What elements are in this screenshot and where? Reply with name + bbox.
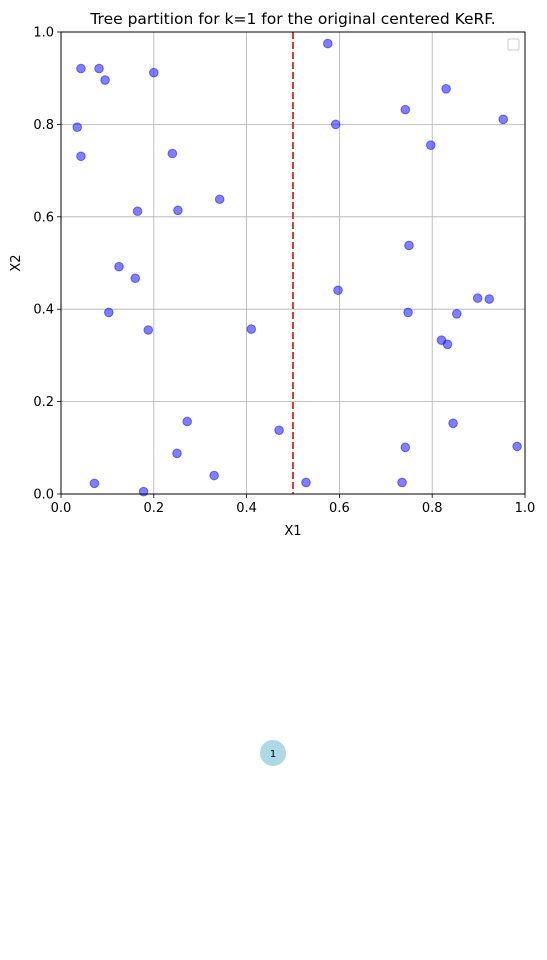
data-point: [214, 194, 225, 205]
chart-title: Tree partition for k=1 for the original …: [89, 10, 495, 28]
data-point: [403, 307, 413, 318]
data-point: [138, 486, 149, 497]
data-point: [143, 325, 154, 335]
x-axis-ticks: 0.0 0.2 0.4 0.6 0.8 1.0: [51, 494, 536, 516]
x-tick-label: 1.0: [515, 501, 536, 516]
data-point: [397, 477, 407, 488]
x-tick-label: 0.6: [329, 501, 350, 516]
y-tick-label: 0.8: [33, 118, 54, 133]
x-tick-label: 0.4: [236, 501, 257, 516]
data-point: [167, 148, 178, 159]
data-point: [76, 151, 86, 162]
x-axis-label: X1: [284, 524, 301, 539]
data-point: [72, 122, 83, 132]
y-axis-label: X2: [9, 254, 24, 271]
y-axis-ticks: 0.0 0.2 0.4 0.6 0.8 1.0: [33, 26, 61, 503]
x-tick-label: 0.8: [422, 501, 443, 516]
x-tick-label: 0.0: [51, 501, 72, 516]
data-point: [182, 416, 193, 427]
data-point: [426, 140, 436, 150]
data-point: [484, 294, 495, 304]
data-point: [448, 418, 458, 429]
data-point: [209, 470, 219, 481]
x-tick-label: 0.2: [143, 501, 164, 516]
data-point: [451, 309, 462, 319]
tree-node-label: 1: [270, 749, 276, 760]
y-tick-label: 0.4: [33, 303, 54, 318]
data-point: [333, 285, 343, 296]
data-point: [172, 448, 182, 459]
y-tick-label: 0.6: [33, 210, 54, 225]
data-point: [89, 478, 100, 489]
legend-box[interactable]: [507, 38, 520, 51]
tree-diagram: 1: [260, 740, 286, 766]
data-point: [441, 84, 451, 94]
data-point: [330, 119, 341, 130]
data-point: [149, 67, 159, 78]
data-point: [472, 293, 483, 303]
data-point: [301, 477, 311, 488]
data-point: [114, 261, 124, 272]
data-point: [512, 441, 522, 452]
y-tick-label: 0.0: [33, 488, 54, 503]
data-point: [498, 114, 508, 125]
data-point: [130, 273, 141, 284]
data-point: [323, 38, 333, 49]
data-point: [103, 307, 114, 318]
data-point: [132, 206, 143, 217]
scatter-points: [72, 38, 522, 497]
tree-node-root[interactable]: [260, 740, 286, 766]
data-point: [173, 205, 183, 216]
y-tick-label: 1.0: [33, 26, 54, 41]
grid-lines: [61, 32, 525, 494]
data-point: [246, 324, 257, 334]
data-point: [404, 240, 414, 251]
data-point: [76, 63, 86, 74]
data-point: [400, 104, 411, 115]
data-point: [442, 339, 453, 350]
scatter-chart: Tree partition for k=1 for the original …: [9, 10, 535, 539]
data-point: [274, 425, 284, 436]
data-point: [94, 63, 104, 74]
data-point: [100, 75, 110, 85]
plot-frame: [60, 31, 526, 495]
data-point: [400, 442, 411, 453]
y-tick-label: 0.2: [33, 395, 54, 410]
